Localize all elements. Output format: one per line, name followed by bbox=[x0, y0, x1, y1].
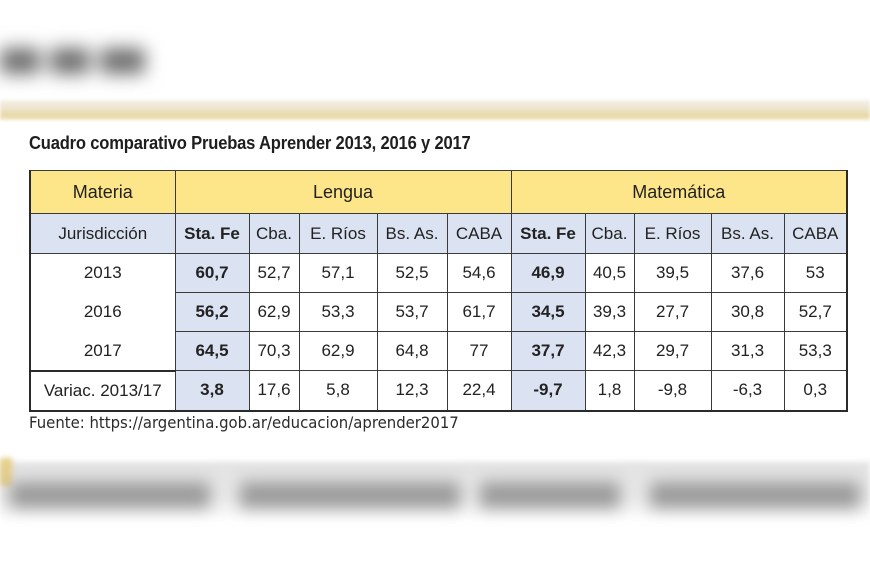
cell: 52,7 bbox=[783, 292, 848, 332]
row-label: 2016 bbox=[29, 292, 176, 332]
col-header-lengua-caba: CABA bbox=[446, 213, 512, 254]
cell: 52,7 bbox=[248, 253, 300, 293]
cell: 29,7 bbox=[633, 331, 712, 371]
cell: 53,3 bbox=[783, 331, 848, 371]
col-header-mat-erios: E. Ríos bbox=[633, 213, 712, 254]
col-header-mat-bsas: Bs. As. bbox=[710, 213, 785, 254]
cell: 22,4 bbox=[446, 370, 512, 412]
blurred-header-text bbox=[0, 30, 160, 90]
jurisdiccion-label: Jurisdicción bbox=[29, 213, 176, 254]
col-header-mat-stafe: Sta. Fe bbox=[510, 213, 586, 254]
cell: 60,7 bbox=[174, 253, 250, 293]
col-header-lengua-cba: Cba. bbox=[248, 213, 300, 254]
table-row: 2016 56,2 62,9 53,3 53,7 61,7 34,5 39,3 … bbox=[29, 292, 848, 332]
cell: 30,8 bbox=[710, 292, 785, 332]
cell: 34,5 bbox=[510, 292, 586, 332]
cell: 5,8 bbox=[298, 370, 378, 412]
cell: 46,9 bbox=[510, 253, 586, 293]
row-label: 2017 bbox=[29, 331, 176, 371]
decorative-band bbox=[0, 100, 870, 120]
cell: 77 bbox=[446, 331, 512, 371]
cell: -9,7 bbox=[510, 370, 586, 412]
col-header-lengua-erios: E. Ríos bbox=[298, 213, 378, 254]
row-label: Variac. 2013/17 bbox=[29, 369, 176, 412]
cell: 70,3 bbox=[248, 331, 300, 371]
source-citation: Fuente: https://argentina.gob.ar/educaci… bbox=[29, 413, 459, 432]
subject-lengua: Lengua bbox=[174, 170, 512, 214]
decorative-corner bbox=[0, 458, 12, 486]
cell: 52,5 bbox=[376, 253, 448, 293]
subject-header-row: Materia Lengua Matemática bbox=[29, 170, 848, 214]
cell: 31,3 bbox=[710, 331, 785, 371]
cell: 53,7 bbox=[376, 292, 448, 332]
blurred-footer-text bbox=[0, 470, 870, 520]
cell: 37,7 bbox=[510, 331, 586, 371]
subject-matematica: Matemática bbox=[510, 170, 848, 214]
col-header-lengua-stafe: Sta. Fe bbox=[174, 213, 250, 254]
materia-label: Materia bbox=[29, 170, 176, 214]
table-row-variation: Variac. 2013/17 3,8 17,6 5,8 12,3 22,4 -… bbox=[29, 369, 848, 412]
table-row: 2013 60,7 52,7 57,1 52,5 54,6 46,9 40,5 … bbox=[29, 253, 848, 293]
cell: 42,3 bbox=[584, 331, 635, 371]
cell: 3,8 bbox=[174, 370, 250, 412]
cell: 17,6 bbox=[248, 370, 300, 412]
cell: 0,3 bbox=[783, 370, 848, 412]
cell: 54,6 bbox=[446, 253, 512, 293]
cell: 62,9 bbox=[298, 331, 378, 371]
cell: 39,3 bbox=[584, 292, 635, 332]
cell: 53 bbox=[783, 253, 848, 293]
cell: 39,5 bbox=[633, 253, 712, 293]
cell: 27,7 bbox=[633, 292, 712, 332]
cell: -6,3 bbox=[710, 370, 785, 412]
table-title: Cuadro comparativo Pruebas Aprender 2013… bbox=[29, 133, 471, 153]
cell: 40,5 bbox=[584, 253, 635, 293]
cell: 64,8 bbox=[376, 331, 448, 371]
cell: 1,8 bbox=[584, 370, 635, 412]
comparison-table: Materia Lengua Matemática Jurisdicción S… bbox=[29, 170, 848, 412]
cell: 62,9 bbox=[248, 292, 300, 332]
cell: -9,8 bbox=[633, 370, 712, 412]
col-header-lengua-bsas: Bs. As. bbox=[376, 213, 448, 254]
table-row: 2017 64,5 70,3 62,9 64,8 77 37,7 42,3 29… bbox=[29, 331, 848, 371]
col-header-mat-cba: Cba. bbox=[584, 213, 635, 254]
cell: 64,5 bbox=[174, 331, 250, 371]
col-header-mat-caba: CABA bbox=[783, 213, 848, 254]
cell: 61,7 bbox=[446, 292, 512, 332]
cell: 56,2 bbox=[174, 292, 250, 332]
cell: 12,3 bbox=[376, 370, 448, 412]
jurisdiction-header-row: Jurisdicción Sta. Fe Cba. E. Ríos Bs. As… bbox=[29, 213, 848, 254]
cell: 53,3 bbox=[298, 292, 378, 332]
cell: 37,6 bbox=[710, 253, 785, 293]
cell: 57,1 bbox=[298, 253, 378, 293]
row-label: 2013 bbox=[29, 253, 176, 293]
